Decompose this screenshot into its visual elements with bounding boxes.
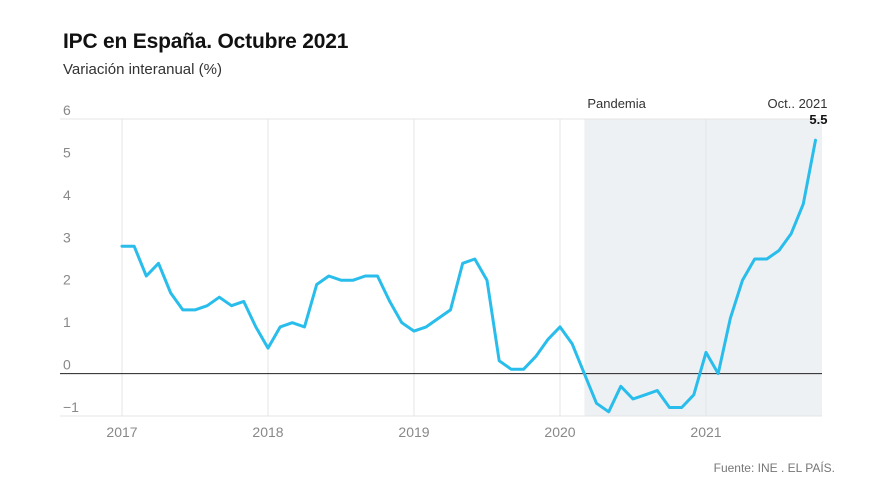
- x-tick-label: 2019: [398, 424, 429, 440]
- y-tick-label: 5: [63, 144, 71, 160]
- chart-title: IPC en España. Octubre 2021: [63, 30, 349, 53]
- y-tick-label: 6: [63, 102, 71, 118]
- x-tick-label: 2017: [106, 424, 137, 440]
- y-tick-label: 0: [63, 357, 71, 373]
- x-tick-label: 2018: [252, 424, 283, 440]
- pandemic-label: Pandemia: [587, 96, 646, 111]
- x-tick-label: 2021: [690, 424, 721, 440]
- last-point-date-label: Oct.. 2021: [768, 96, 828, 111]
- y-tick-label: 2: [63, 272, 71, 288]
- last-point-value-label: 5.5: [809, 112, 827, 127]
- y-tick-label: 3: [63, 229, 71, 245]
- x-tick-label: 2020: [544, 424, 575, 440]
- chart-subtitle: Variación interanual (%): [63, 61, 222, 78]
- y-tick-label: 1: [63, 314, 71, 330]
- y-tick-label: 4: [63, 187, 71, 203]
- source-note: Fuente: INE . EL PAÍS.: [713, 461, 835, 475]
- series-line: [120, 138, 817, 414]
- y-tick-label: −1: [63, 399, 79, 415]
- pandemic-shaded-region: [584, 119, 822, 416]
